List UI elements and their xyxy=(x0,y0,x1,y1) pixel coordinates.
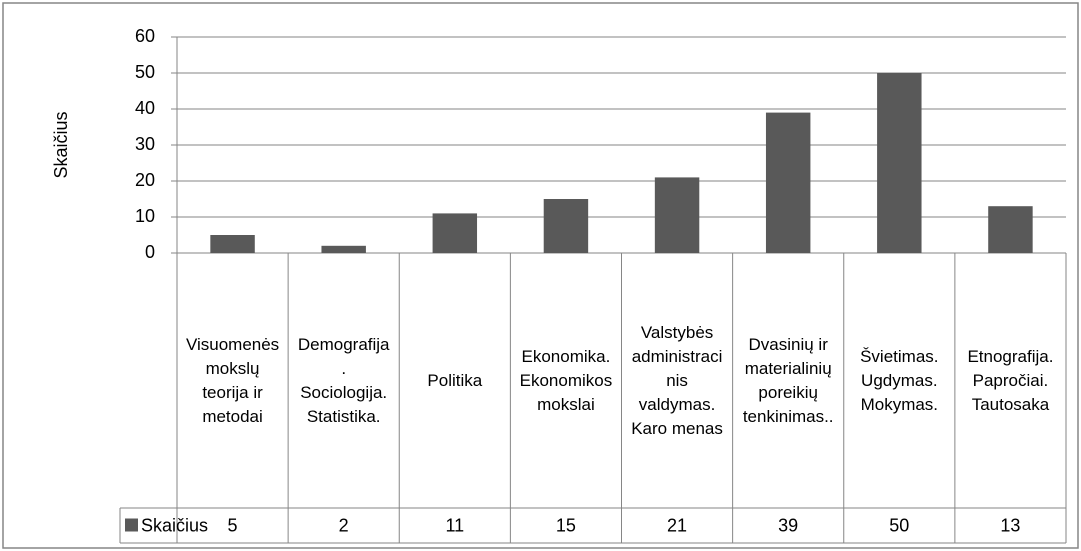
category-label: Ekonomika. Ekonomikos mokslai xyxy=(519,346,613,414)
category-label: Politika xyxy=(427,370,483,390)
bar xyxy=(654,177,700,253)
table-value: 15 xyxy=(556,515,576,535)
bar xyxy=(877,73,922,253)
table-value: 50 xyxy=(889,515,909,535)
table-value: 5 xyxy=(228,515,238,535)
legend-key xyxy=(125,518,138,532)
category-label: Etnografija. Papročiai. Tautosaka xyxy=(967,346,1054,414)
y-axis-title: Skaičius xyxy=(51,111,71,178)
bar xyxy=(543,199,589,253)
table-value: 21 xyxy=(667,515,687,535)
y-tick-label: 10 xyxy=(135,206,155,226)
category-label: Dvasinių ir materialinių poreikių tenkin… xyxy=(742,334,834,426)
bar xyxy=(988,206,1033,253)
y-tick-label: 20 xyxy=(135,170,155,190)
legend-label: Skaičius xyxy=(141,515,208,535)
category-label: Demografija. Sociologija. Statistika. xyxy=(297,334,390,426)
bar xyxy=(432,213,478,253)
category-label: Visuomenės mokslų teorija ir metodai xyxy=(185,334,280,426)
table-value: 39 xyxy=(778,515,798,535)
bar xyxy=(210,235,255,253)
y-tick-label: 30 xyxy=(135,134,155,154)
y-tick-label: 40 xyxy=(135,98,155,118)
table-value: 13 xyxy=(1000,515,1020,535)
table-value: 11 xyxy=(445,515,464,535)
bar xyxy=(321,245,366,253)
y-tick-label: 50 xyxy=(135,62,155,82)
table-value: 2 xyxy=(339,515,349,535)
category-label: Švietimas. Ugdymas. Mokymas. xyxy=(860,346,939,414)
category-label: Valstybės administracinis valdymas. Karo… xyxy=(631,322,723,438)
bar xyxy=(765,112,811,253)
y-tick-label: 60 xyxy=(135,26,155,46)
y-tick-label: 0 xyxy=(145,242,155,262)
